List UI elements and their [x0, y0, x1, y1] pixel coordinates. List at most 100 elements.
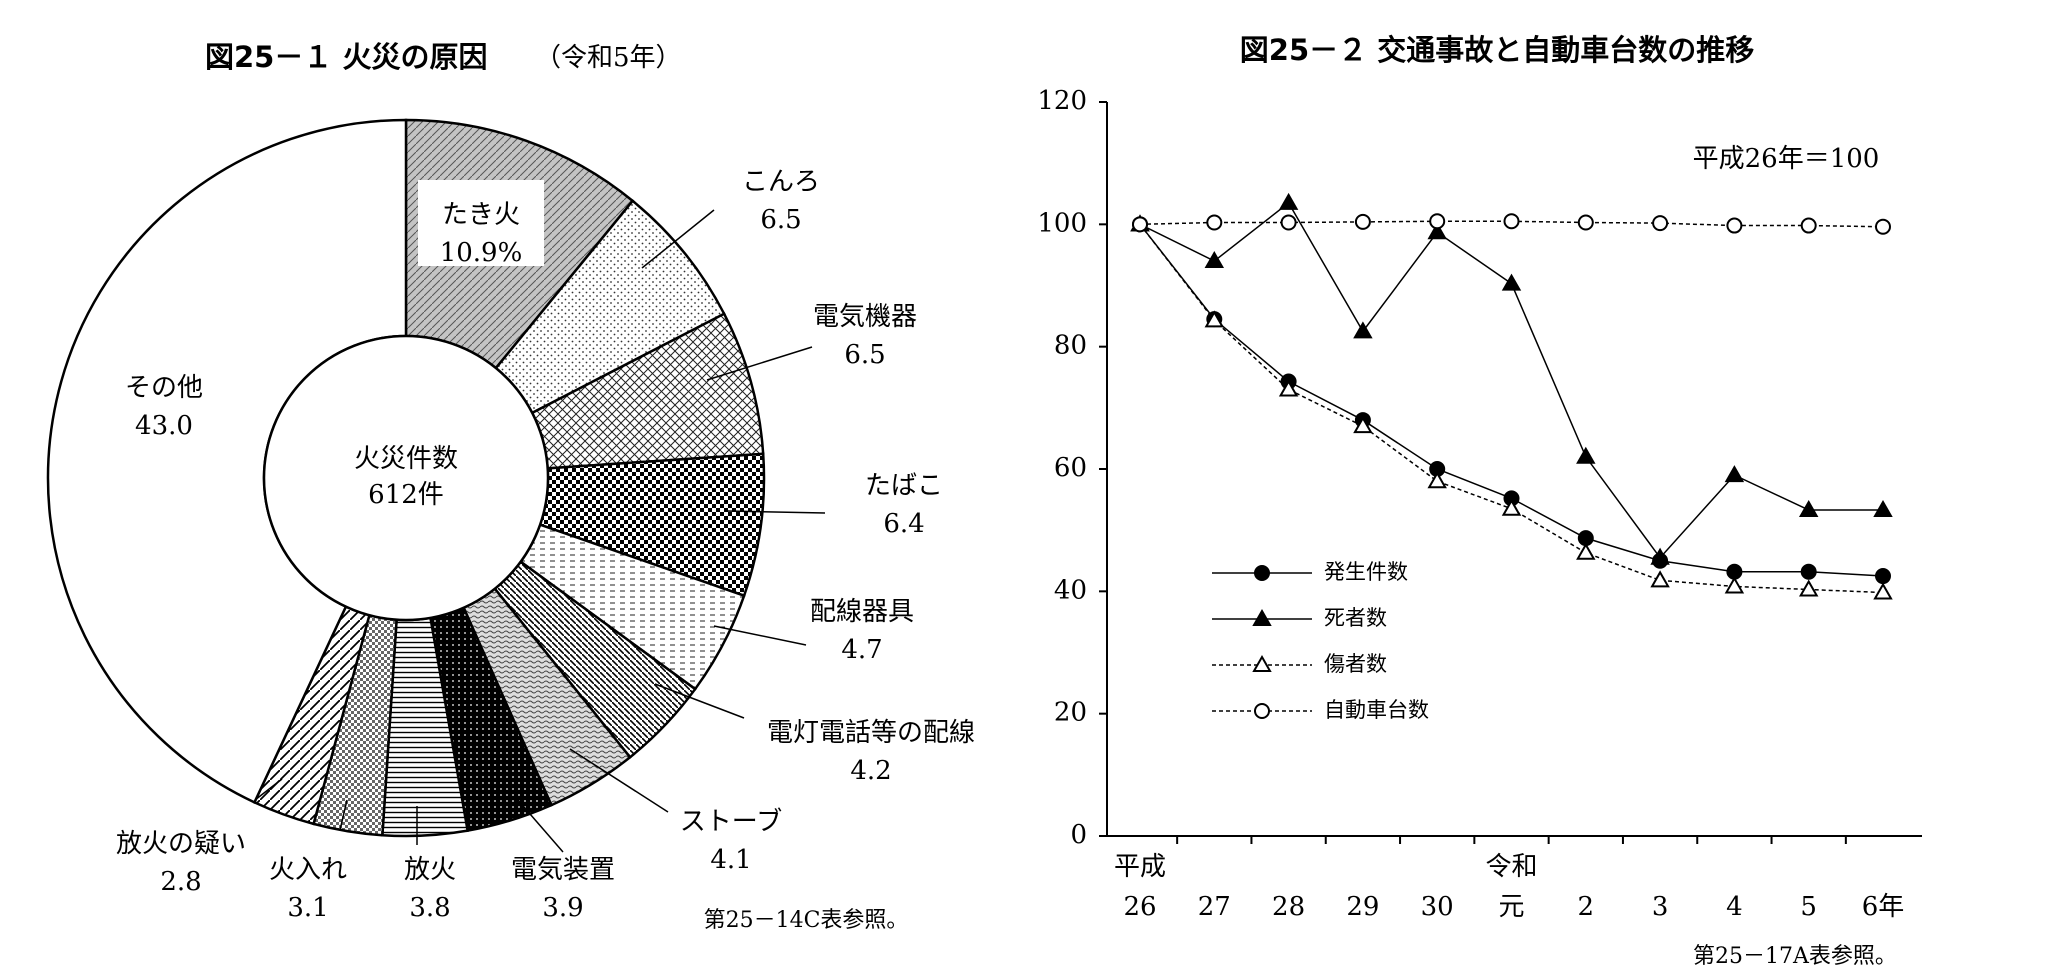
x-tick-label: 30 [1421, 892, 1454, 922]
leader-line [569, 748, 669, 813]
marker [1280, 214, 1297, 231]
x-tick-label: 26 [1123, 892, 1156, 922]
center-label: 612件 [368, 480, 444, 510]
marker [1650, 547, 1670, 565]
slice-label: その他 [125, 373, 203, 403]
x-tick-label: 29 [1346, 892, 1379, 922]
marker [1875, 568, 1891, 585]
marker [1204, 310, 1225, 328]
marker [1873, 582, 1893, 600]
x-tick-label: 元 [1498, 892, 1524, 922]
marker [1353, 416, 1373, 434]
slice-value: 3.8 [409, 893, 450, 923]
marker [1354, 213, 1371, 230]
marker [1278, 192, 1299, 210]
marker [1800, 563, 1817, 580]
slice-value: 3.9 [542, 893, 583, 923]
era-label: 令和 [1485, 852, 1537, 882]
slice-value: 4.2 [850, 756, 891, 786]
slice-label: ストーブ [680, 807, 782, 837]
slice-value: 4.1 [710, 845, 751, 875]
marker [1800, 217, 1817, 234]
leader-line [654, 683, 745, 719]
marker [1427, 471, 1447, 489]
y-tick-label: 40 [1054, 575, 1087, 605]
marker [1875, 218, 1891, 235]
x-tick-label: 3 [1652, 892, 1669, 922]
legend-marker [1252, 654, 1272, 672]
pie-hole [262, 334, 550, 622]
x-tick-label: 27 [1198, 892, 1231, 922]
x-tick-label: 4 [1726, 892, 1743, 922]
slice-label: 火入れ [269, 855, 347, 885]
legend-marker [1254, 565, 1270, 581]
slice-value: 4.7 [841, 635, 882, 665]
legend-label: 発生件数 [1324, 560, 1408, 584]
legend-marker [1252, 608, 1272, 626]
x-tick-label: 6年 [1862, 892, 1905, 922]
slice-label: たばこ [865, 471, 943, 501]
slice-value: 10.9% [440, 238, 523, 268]
legend-marker [1254, 703, 1270, 719]
marker [1278, 379, 1299, 397]
slice-label: 配線器具 [810, 597, 914, 627]
slice-label: 電気装置 [511, 855, 615, 885]
slice-label: こんろ [742, 167, 820, 197]
pie-title: 図25－１ 火災の原因 [205, 40, 487, 74]
slice-value: 6.5 [760, 205, 801, 235]
y-tick-label: 60 [1054, 453, 1087, 483]
marker [1204, 251, 1225, 269]
slice-value: 6.5 [844, 340, 885, 370]
marker [1798, 499, 1819, 517]
y-tick-label: 100 [1037, 208, 1087, 238]
leader-line [339, 799, 348, 831]
marker [1503, 213, 1520, 230]
marker [1576, 446, 1596, 464]
slice-label: 放火の疑い [116, 829, 246, 859]
marker [1724, 465, 1745, 483]
x-tick-label: 5 [1800, 892, 1817, 922]
y-tick-label: 0 [1070, 820, 1087, 850]
marker [1206, 214, 1223, 231]
marker [1501, 273, 1522, 291]
pie-subtitle: （令和5年） [535, 43, 682, 73]
y-tick-label: 120 [1037, 86, 1087, 116]
marker [1576, 542, 1596, 560]
y-tick-label: 80 [1054, 331, 1087, 361]
pie-note: 第25－14C表参照。 [704, 908, 909, 933]
x-tick-label: 28 [1272, 892, 1305, 922]
marker [1353, 321, 1373, 339]
slice-label: たき火 [442, 200, 520, 230]
marker [1652, 215, 1669, 232]
marker [1577, 214, 1594, 231]
y-tick-label: 20 [1054, 698, 1087, 728]
marker [1726, 217, 1743, 234]
marker [1132, 216, 1148, 233]
line-title: 図25－２ 交通事故と自動車台数の推移 [1240, 33, 1754, 67]
leader-line [706, 346, 813, 381]
legend-label: 死者数 [1324, 606, 1387, 630]
slice-label: 電気機器 [813, 302, 917, 332]
line-note: 第25－17A表参照。 [1693, 944, 1897, 969]
slice-label: 放火 [404, 855, 456, 885]
slice-value: 3.1 [287, 893, 328, 923]
marker [1429, 213, 1446, 230]
marker [1427, 222, 1447, 240]
marker [1873, 499, 1893, 517]
leader-line [254, 778, 283, 801]
era-label: 平成 [1114, 852, 1166, 882]
leader-line [516, 798, 564, 853]
annotation: 平成26年＝100 [1693, 144, 1880, 174]
marker [1650, 570, 1670, 588]
x-tick-label: 2 [1578, 892, 1595, 922]
marker [1724, 576, 1745, 594]
slice-label: 電灯電話等の配線 [767, 718, 975, 748]
legend-label: 傷者数 [1324, 652, 1387, 676]
marker [1501, 498, 1522, 516]
marker [1798, 579, 1819, 597]
leader-line [641, 209, 715, 269]
slice-value: 2.8 [160, 867, 201, 897]
leader-line [726, 510, 826, 514]
legend-label: 自動車台数 [1324, 698, 1429, 722]
